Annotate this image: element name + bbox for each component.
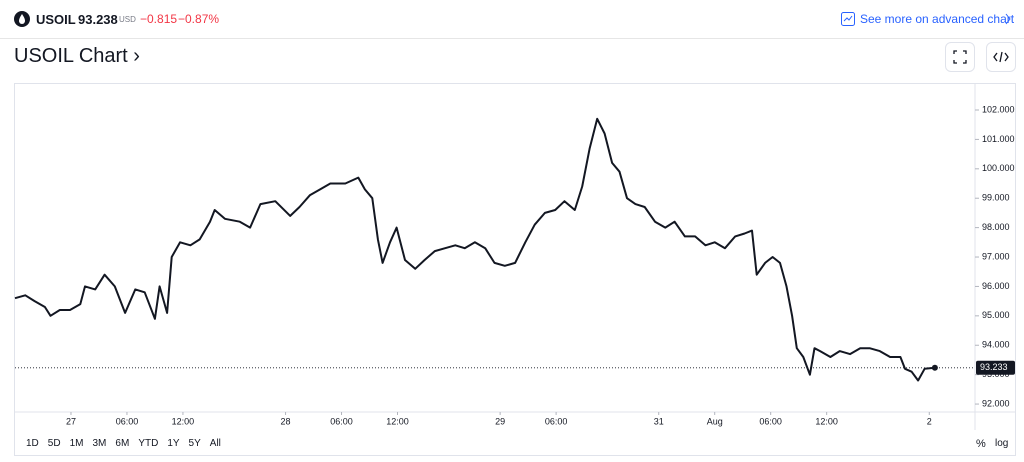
embed-button[interactable] — [986, 42, 1016, 72]
price-line — [14, 117, 935, 382]
chart-title[interactable]: USOIL Chart › — [14, 45, 140, 67]
y-tick-label: 101.000 — [982, 134, 1015, 144]
y-tick-label: 95.000 — [982, 310, 1010, 320]
y-tick-label: 100.000 — [982, 163, 1015, 173]
range-button[interactable]: 1M — [69, 438, 84, 449]
range-bar: 1D 5D 1M 3M 6M YTD 1Y 5Y All — [26, 438, 230, 449]
range-button[interactable]: YTD — [138, 438, 159, 449]
last-price-label: 93.233 — [980, 362, 1008, 372]
x-tick-label: 06:00 — [116, 416, 139, 426]
last-price-badge — [976, 360, 1015, 375]
advanced-icon — [841, 12, 855, 26]
advanced-link[interactable]: See more on advanced chart — [860, 12, 1015, 26]
price: 93.238 — [78, 12, 118, 27]
currency: USD — [119, 15, 136, 24]
fullscreen-icon — [953, 50, 967, 64]
range-button[interactable]: 5Y — [188, 438, 201, 449]
symbol-icon — [14, 11, 30, 27]
chart-frame — [14, 83, 1016, 456]
range-button[interactable]: 3M — [92, 438, 107, 449]
last-point — [931, 364, 938, 371]
range-button[interactable]: All — [209, 438, 221, 449]
x-tick-label: 2 — [927, 416, 932, 426]
x-tick-label: 06:00 — [330, 416, 353, 426]
x-tick-label: 27 — [66, 416, 76, 426]
x-tick-label: 06:00 — [545, 416, 568, 426]
y-tick-label: 97.000 — [982, 251, 1010, 261]
range-button[interactable]: 5D — [47, 438, 61, 449]
x-tick-label: Aug — [707, 416, 723, 426]
x-tick-label: 29 — [495, 416, 505, 426]
y-tick-label: 102.000 — [982, 104, 1015, 114]
y-tick-label: 98.000 — [982, 222, 1010, 232]
x-tick-label: 31 — [654, 416, 664, 426]
x-tick-label: 06:00 — [759, 416, 782, 426]
x-tick-label: 12:00 — [172, 416, 195, 426]
range-button[interactable]: 1D — [26, 438, 39, 449]
x-tick-label: 12:00 — [815, 416, 838, 426]
y-tick-label: 92.000 — [982, 398, 1010, 408]
x-tick-label: 28 — [281, 416, 291, 426]
y-tick-label: 99.000 — [982, 193, 1010, 203]
chevron — [1005, 13, 1011, 25]
fullscreen-button[interactable] — [945, 42, 975, 72]
embed-icon — [993, 51, 1009, 63]
log-toggle[interactable]: log — [995, 438, 1009, 449]
y-tick-label: 96.000 — [982, 281, 1010, 291]
change-percent: −0.87% — [178, 12, 220, 26]
percent-toggle[interactable]: % — [976, 438, 986, 450]
change: −0.815 — [140, 12, 178, 26]
range-button[interactable]: 6M — [115, 438, 130, 449]
x-tick-label: 12:00 — [386, 416, 409, 426]
header-bar: USOIL 93.238 USD −0.815 −0.87% See more … — [0, 0, 1024, 39]
y-tick-label: 94.000 — [982, 340, 1010, 350]
symbol[interactable]: USOIL — [36, 12, 76, 27]
range-button[interactable]: 1Y — [167, 438, 180, 449]
